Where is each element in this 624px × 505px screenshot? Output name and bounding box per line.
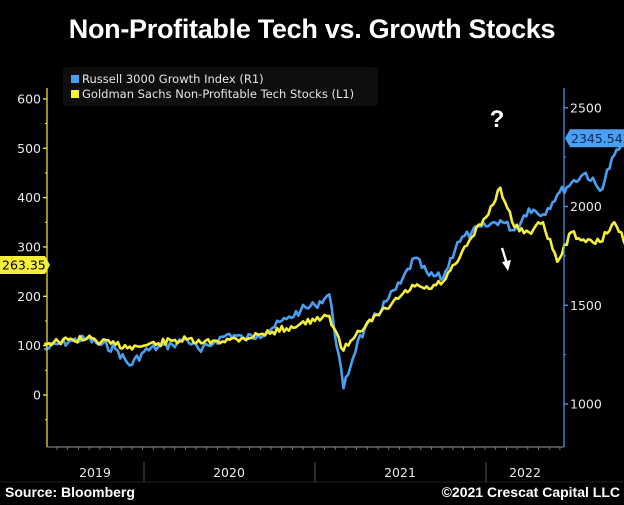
series-line-russell-3000-growth [43,137,624,390]
right-tick-label: 2500 [570,100,602,115]
left-tick-label: 600 [17,91,41,106]
left-last-value-tag [0,256,50,275]
left-tick-label: 0 [33,388,41,403]
legend: Russell 3000 Growth Index (R1) Goldman S… [63,67,378,106]
plot-lines [43,137,624,390]
left-tick-label: 500 [17,141,41,156]
right-last-value-tag [565,129,624,148]
right-tick-label: 1000 [570,397,602,412]
legend-swatch-blue [71,75,79,83]
legend-item-russell: Russell 3000 Growth Index (R1) [71,72,264,86]
down-arrow-annotation-icon [500,247,511,271]
copyright-label: ©2021 Crescat Capital LLC [441,484,620,500]
right-tick-label: 1500 [570,298,602,313]
legend-label: Goldman Sachs Non-Profitable Tech Stocks… [82,87,355,101]
left-last-value-label: 263.35 [2,258,46,273]
left-tick-label: 400 [17,190,41,205]
x-tick-label-2020: 2020 [213,465,245,480]
left-tick-label: 200 [17,289,41,304]
legend-swatch-yellow [71,90,79,98]
x-tick-label-2021: 2021 [384,465,416,480]
left-tick-label: 300 [17,239,41,254]
right-tick-label: 2000 [570,199,602,214]
chart-title: Non-Profitable Tech vs. Growth Stocks [68,14,556,44]
x-tick-label-2019: 2019 [79,465,111,480]
x-tick-label-2022: 2022 [509,465,541,480]
legend-label: Russell 3000 Growth Index (R1) [82,72,264,86]
arrow-head [502,260,511,271]
source-label: Source: Bloomberg [5,484,135,500]
series-line-non-profitable-tech [43,186,624,352]
question-mark-annotation: ? [490,106,505,133]
axes: 0 100 200 300 400 500 600 1000 1500 2000 2500 263.3… [0,88,624,450]
left-tick-label: 100 [17,338,41,353]
legend-item-goldman: Goldman Sachs Non-Profitable Tech Stocks… [71,87,354,101]
right-last-value-label: 2345.542 [571,131,624,146]
x-axis-year-labels: 2019 2020 2021 2022 [0,462,624,483]
